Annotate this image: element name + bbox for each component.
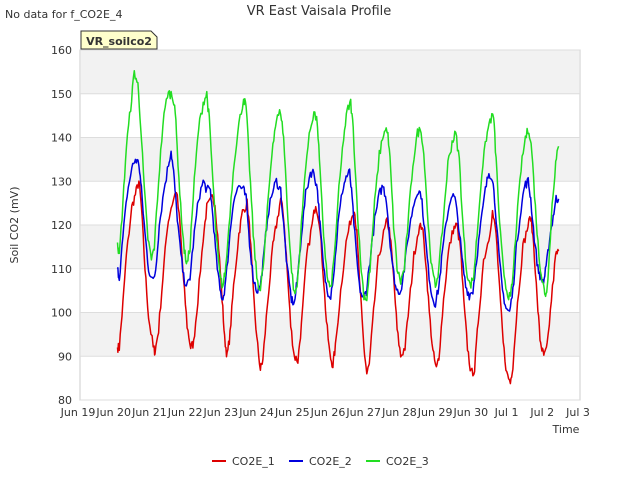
x-tick-label: Jun 27 xyxy=(345,406,381,419)
y-tick-label: 130 xyxy=(51,175,72,188)
legend: CO2E_1 CO2E_2 CO2E_3 xyxy=(212,455,429,468)
x-tick-label: Jun 19 xyxy=(60,406,96,419)
x-tick-label: Jun 24 xyxy=(238,406,274,419)
x-tick-label: Jun 22 xyxy=(167,406,203,419)
y-tick-label: 90 xyxy=(58,350,72,363)
y-tick-label: 80 xyxy=(58,394,72,407)
y-tick-label: 160 xyxy=(51,44,72,57)
x-tick-label: Jun 26 xyxy=(310,406,346,419)
legend-label: CO2E_3 xyxy=(386,455,429,468)
y-axis-ticks: 80 90 100 110 120 130 140 150 160 xyxy=(51,44,72,407)
legend-label: CO2E_1 xyxy=(232,455,275,468)
x-tick-label: Jul 3 xyxy=(565,406,590,419)
series-line-co2e_3 xyxy=(116,69,560,302)
x-axis-ticks: Jun 19 Jun 20 Jun 21 Jun 22 Jun 23 Jun 24 Jun … xyxy=(60,406,590,419)
series-line-co2e_2 xyxy=(116,150,560,312)
x-tick-label: Jun 25 xyxy=(274,406,310,419)
badge: VR_soilco2 xyxy=(80,30,158,50)
x-tick-label: Jun 29 xyxy=(417,406,453,419)
y-axis-label: Soil CO2 (mV) xyxy=(8,187,21,264)
x-tick-label: Jul 2 xyxy=(529,406,554,419)
x-tick-label: Jun 20 xyxy=(95,406,131,419)
series-lines xyxy=(116,69,560,385)
chart-title: VR East Vaisala Profile xyxy=(247,4,392,19)
x-tick-label: Jun 23 xyxy=(203,406,239,419)
legend-label: CO2E_2 xyxy=(309,455,352,468)
badge-label: VR_soilco2 xyxy=(86,35,152,48)
x-axis-label: Time xyxy=(552,423,580,436)
grid-band xyxy=(81,137,579,182)
series-line-co2e_1 xyxy=(116,180,560,385)
gridlines xyxy=(80,49,580,401)
y-tick-label: 120 xyxy=(51,219,72,232)
x-tick-label: Jun 21 xyxy=(131,406,167,419)
x-tick-label: Jul 1 xyxy=(494,406,519,419)
no-data-note: No data for f_CO2E_4 xyxy=(5,8,123,21)
grid-band xyxy=(81,50,579,94)
x-tick-label: Jun 30 xyxy=(453,406,489,419)
y-tick-label: 150 xyxy=(51,88,72,101)
badge-background xyxy=(80,30,158,50)
y-tick-label: 100 xyxy=(51,307,72,320)
x-tick-label: Jun 28 xyxy=(381,406,417,419)
y-tick-label: 110 xyxy=(51,263,72,276)
y-tick-label: 140 xyxy=(51,132,72,145)
